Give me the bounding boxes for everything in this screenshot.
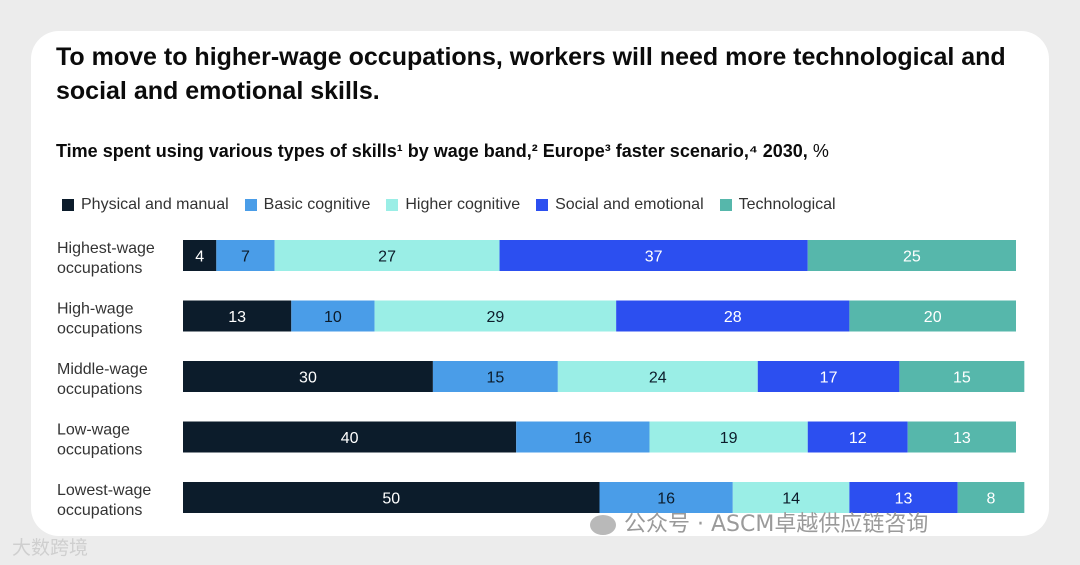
bar-segment bbox=[616, 300, 850, 332]
bar-value-label: 7 bbox=[241, 249, 250, 266]
bar-value-label: 25 bbox=[903, 249, 921, 266]
bar-value-label: 24 bbox=[649, 370, 667, 387]
bar-segment bbox=[432, 361, 558, 392]
bar-value-label: 16 bbox=[574, 430, 592, 447]
bar-value-label: 13 bbox=[895, 491, 913, 508]
legend-item: Basic cognitive bbox=[244, 196, 371, 214]
bar-segment bbox=[499, 240, 808, 271]
legend-swatch bbox=[386, 199, 399, 211]
bar-value-label: 15 bbox=[486, 370, 504, 387]
bar-value-label: 50 bbox=[382, 491, 400, 508]
bar-value-label: 28 bbox=[724, 309, 742, 326]
bar-segment bbox=[374, 300, 617, 332]
bar-segment bbox=[216, 240, 275, 271]
bar-value-label: 27 bbox=[378, 249, 396, 266]
row-label: Low-wage occupations bbox=[57, 422, 142, 459]
bar-segment bbox=[907, 421, 1016, 453]
watermark-right: 公众号 · ASCM卓越供应链咨询 bbox=[590, 506, 928, 538]
bar-value-label: 16 bbox=[657, 491, 675, 508]
bar-value-label: 40 bbox=[341, 430, 359, 447]
legend-label: Basic cognitive bbox=[263, 196, 371, 213]
bar-segment bbox=[807, 240, 1016, 271]
legend-label: Technological bbox=[738, 196, 836, 213]
chart-subtitle: Time spent using various types of skills… bbox=[56, 141, 1036, 162]
legend-label: Physical and manual bbox=[81, 196, 229, 213]
bar-value-label: 15 bbox=[953, 370, 971, 387]
bar-segment bbox=[732, 482, 850, 513]
bar-value-label: 30 bbox=[299, 370, 317, 387]
bar-value-label: 17 bbox=[820, 370, 838, 387]
bar-value-label: 13 bbox=[228, 309, 246, 326]
bar-segment bbox=[516, 421, 650, 453]
watermark-right-text: 公众号 · ASCM卓越供应链咨询 bbox=[624, 512, 929, 537]
legend-swatch bbox=[719, 199, 732, 211]
legend-label: Higher cognitive bbox=[405, 196, 521, 213]
legend-swatch bbox=[244, 199, 257, 211]
chart-title: To move to higher-wage occupations, work… bbox=[56, 43, 1006, 105]
legend-label: Social and emotional bbox=[555, 196, 704, 213]
bar-value-label: 10 bbox=[324, 309, 342, 326]
bar-segment bbox=[757, 361, 900, 392]
legend-swatch bbox=[536, 199, 549, 211]
watermark-left: 大数跨境 bbox=[12, 533, 88, 560]
bar-segment bbox=[274, 240, 500, 271]
bar-segment bbox=[183, 361, 433, 392]
bar-value-label: 14 bbox=[782, 491, 800, 508]
legend-item: Social and emotional bbox=[536, 196, 704, 214]
bar-segment bbox=[183, 240, 217, 271]
legend-item: Physical and manual bbox=[62, 196, 229, 214]
row-label: Middle-wage occupations bbox=[57, 361, 148, 398]
bar-segment bbox=[649, 421, 808, 453]
bar-value-label: 19 bbox=[720, 430, 738, 447]
bar-value-label: 4 bbox=[195, 249, 204, 266]
wechat-icon bbox=[590, 515, 616, 535]
bar-segment bbox=[183, 300, 292, 332]
subtitle-text: Time spent using various types of skills… bbox=[56, 141, 808, 161]
bar-value-label: 13 bbox=[953, 430, 971, 447]
row-label: Highest-wage occupations bbox=[57, 240, 155, 277]
row-label: High-wage occupations bbox=[57, 301, 142, 338]
bar-segment bbox=[957, 482, 1025, 513]
row-label: Lowest-wage occupations bbox=[57, 482, 151, 519]
bar-value-label: 8 bbox=[987, 491, 996, 508]
bar-value-label: 12 bbox=[849, 430, 867, 447]
bar-value-label: 29 bbox=[486, 309, 504, 326]
bar-segment bbox=[291, 300, 375, 332]
bar-value-label: 20 bbox=[924, 309, 942, 326]
watermark-left-text: 大数跨境 bbox=[12, 537, 89, 559]
subtitle-unit: % bbox=[812, 141, 829, 161]
bar-segment bbox=[807, 421, 908, 453]
bar-value-label: 37 bbox=[645, 249, 663, 266]
legend-item: Higher cognitive bbox=[386, 196, 520, 214]
chart-legend: Physical and manual Basic cognitive Higher… bbox=[62, 196, 852, 214]
bar-segment bbox=[899, 361, 1025, 392]
bar-segment bbox=[599, 482, 733, 513]
bar-segment bbox=[849, 300, 1016, 332]
bar-segment bbox=[849, 482, 958, 513]
legend-swatch bbox=[62, 199, 74, 211]
bar-segment bbox=[183, 421, 517, 453]
bar-segment bbox=[183, 482, 600, 513]
bar-segment bbox=[557, 361, 758, 392]
legend-item: Technological bbox=[719, 196, 836, 214]
